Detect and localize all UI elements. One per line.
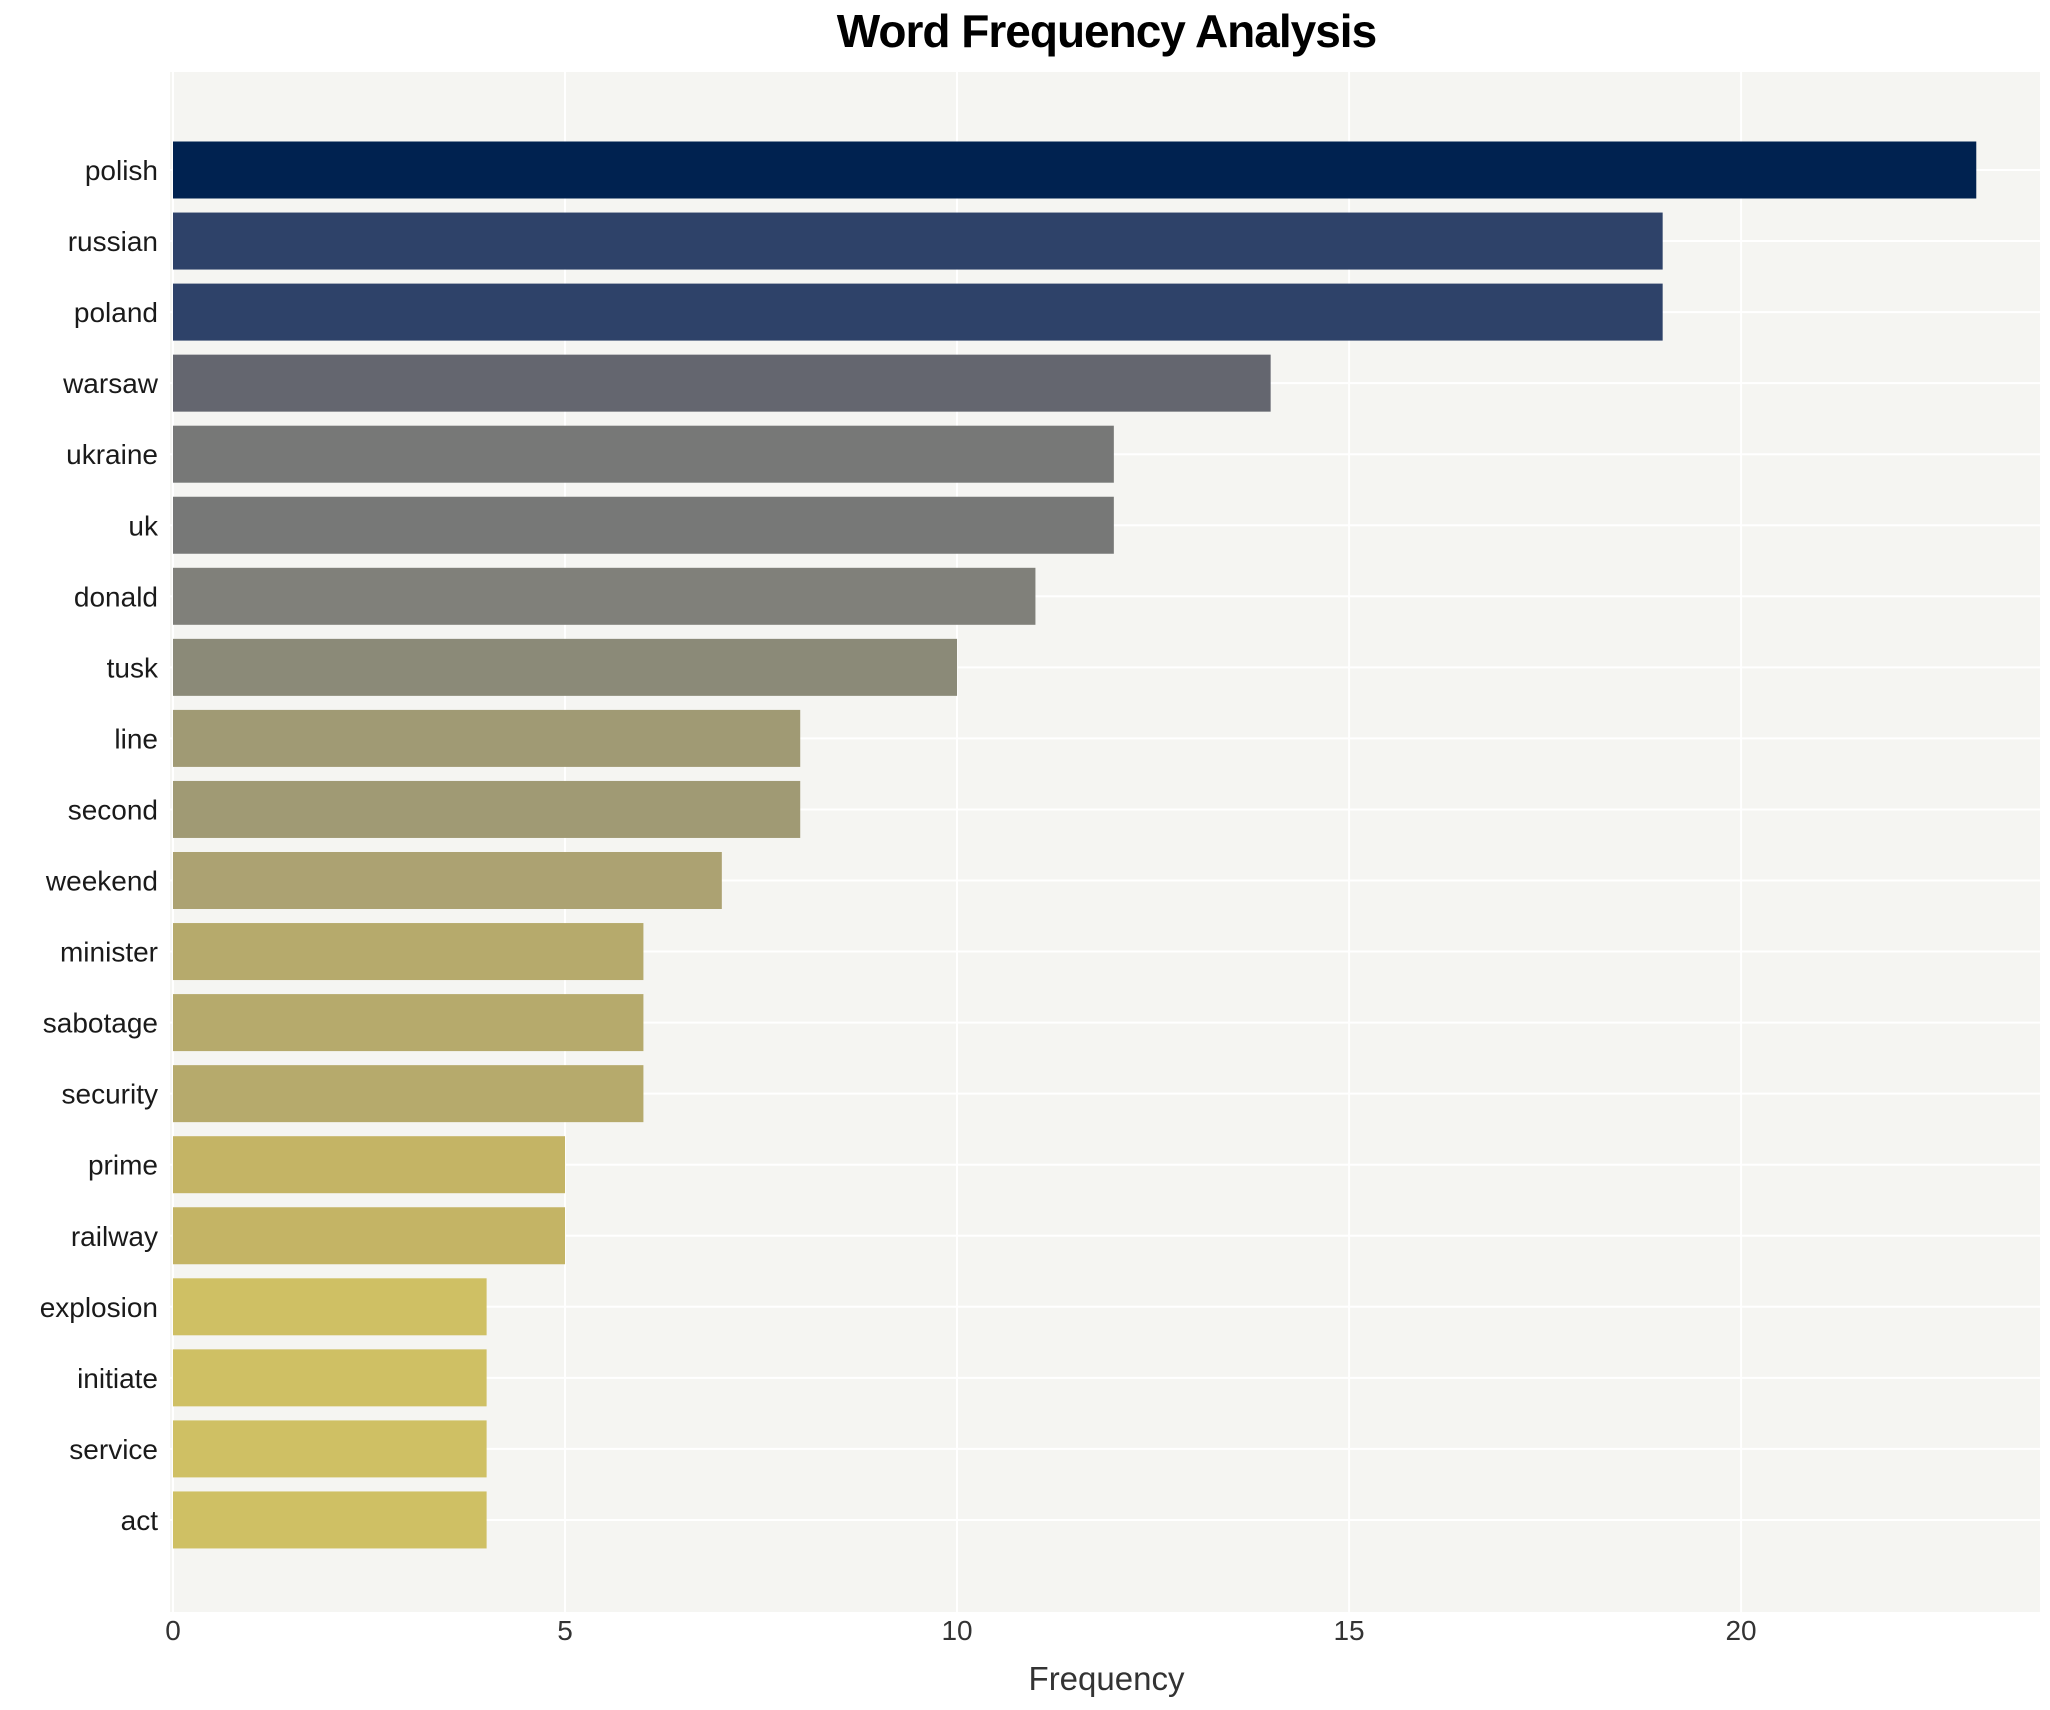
y-tick-label-service: service — [69, 1434, 158, 1465]
y-tick-label-tusk: tusk — [107, 652, 159, 683]
bar-poland — [173, 283, 1663, 341]
bar-line — [173, 709, 801, 767]
y-tick-label-uk: uk — [128, 510, 159, 541]
x-axis-label: Frequency — [1029, 1660, 1185, 1697]
bar-minister — [173, 923, 644, 981]
bar-russian — [173, 212, 1663, 270]
bar-polish — [173, 141, 1977, 199]
x-tick-label: 15 — [1333, 1615, 1364, 1646]
bar-donald — [173, 567, 1036, 625]
chart-title: Word Frequency Analysis — [837, 5, 1376, 57]
x-tick-label: 0 — [165, 1615, 181, 1646]
y-tick-label-ukraine: ukraine — [66, 439, 158, 470]
bar-warsaw — [173, 354, 1271, 412]
y-tick-label-poland: poland — [74, 297, 158, 328]
bar-security — [173, 1065, 644, 1123]
y-tick-label-security: security — [62, 1079, 158, 1110]
y-tick-label-prime: prime — [88, 1150, 158, 1181]
bar-sabotage — [173, 994, 644, 1052]
bar-uk — [173, 496, 1114, 554]
y-tick-label-polish: polish — [85, 155, 158, 186]
y-tick-label-weekend: weekend — [45, 866, 158, 897]
bar-second — [173, 780, 801, 838]
y-tick-label-second: second — [68, 794, 158, 825]
y-tick-label-explosion: explosion — [40, 1292, 158, 1323]
bar-act — [173, 1491, 487, 1549]
bar-railway — [173, 1207, 566, 1265]
y-tick-label-initiate: initiate — [77, 1363, 158, 1394]
y-tick-label-minister: minister — [60, 937, 158, 968]
y-tick-label-russian: russian — [68, 226, 158, 257]
bar-explosion — [173, 1278, 487, 1336]
y-tick-label-donald: donald — [74, 581, 158, 612]
bar-service — [173, 1420, 487, 1478]
bar-prime — [173, 1136, 566, 1194]
y-tick-label-act: act — [121, 1505, 159, 1536]
y-tick-label-warsaw: warsaw — [62, 368, 159, 399]
x-tick-label: 20 — [1725, 1615, 1756, 1646]
bar-initiate — [173, 1349, 487, 1407]
bar-ukraine — [173, 425, 1114, 483]
bar-tusk — [173, 638, 958, 696]
y-tick-label-line: line — [114, 723, 158, 754]
bar-weekend — [173, 852, 722, 909]
x-tick-label: 10 — [941, 1615, 972, 1646]
x-tick-label: 5 — [557, 1615, 573, 1646]
y-tick-label-sabotage: sabotage — [43, 1008, 158, 1039]
y-tick-label-railway: railway — [71, 1221, 158, 1252]
